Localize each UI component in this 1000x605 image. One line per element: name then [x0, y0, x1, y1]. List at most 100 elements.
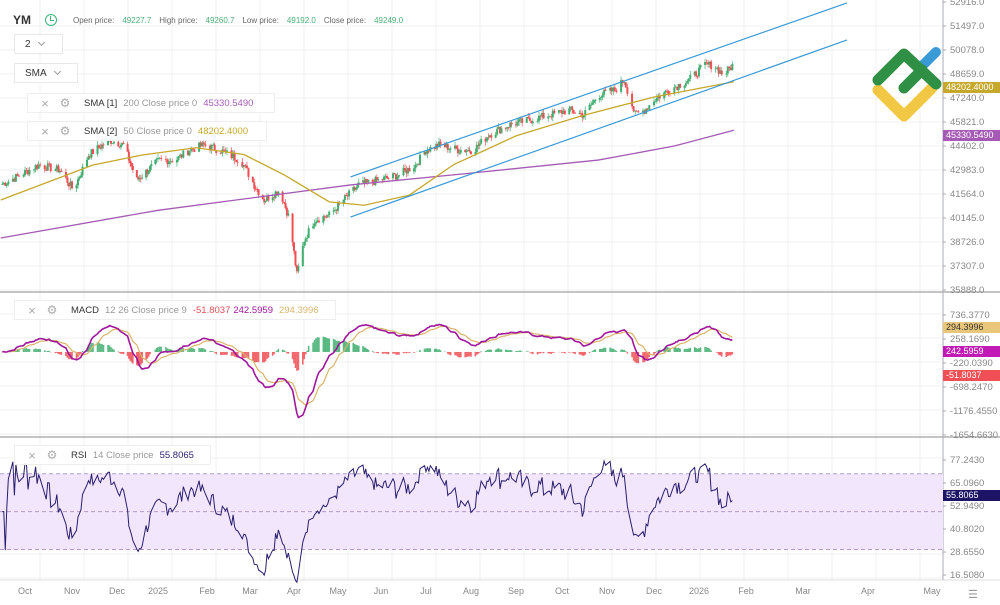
candle-body	[117, 141, 120, 147]
macd-histogram-bar	[603, 347, 605, 352]
candle	[355, 186, 358, 192]
candle-body	[686, 81, 689, 84]
candle-body	[58, 170, 61, 173]
candle	[708, 61, 711, 68]
clock-icon[interactable]	[45, 14, 57, 26]
candle-body	[81, 166, 84, 176]
candle	[590, 101, 593, 109]
macd-histogram-bar	[428, 348, 430, 352]
candle-body	[353, 187, 356, 190]
candle-body	[219, 152, 222, 154]
y-tick-label: 35888.0	[950, 285, 984, 296]
macd-histogram-bar	[75, 351, 78, 360]
macd-histogram-bar	[312, 342, 314, 352]
candle	[584, 106, 587, 120]
close-icon[interactable]: ×	[28, 447, 36, 463]
macd-histogram-bar	[22, 349, 25, 352]
candle	[304, 236, 307, 246]
candle	[594, 98, 597, 104]
candle	[477, 140, 480, 150]
candle	[361, 176, 364, 183]
candle	[122, 140, 125, 145]
candle-body	[295, 265, 298, 272]
macd-histogram-bar	[446, 351, 449, 354]
candle	[465, 148, 468, 156]
macd-histogram-bar	[519, 350, 522, 352]
macd-histogram-bar	[408, 351, 411, 354]
candle	[27, 167, 30, 176]
candle-body	[729, 67, 732, 71]
candle	[49, 163, 52, 173]
macd-histogram-bar	[710, 350, 712, 352]
candle-body	[559, 110, 562, 111]
macd-histogram-bar	[419, 349, 421, 352]
layout-select[interactable]: 2	[14, 34, 63, 54]
macd-histogram	[2, 336, 734, 371]
candle	[36, 163, 39, 171]
candle	[507, 126, 510, 131]
macd-histogram-bar	[190, 348, 192, 352]
candle	[366, 179, 369, 186]
macd-histogram-bar	[392, 351, 394, 354]
close-icon[interactable]: ×	[41, 95, 49, 111]
candle-body	[190, 148, 193, 152]
candle	[25, 167, 28, 175]
candle-body	[726, 66, 729, 74]
macd-histogram-bar	[612, 348, 615, 352]
candle	[5, 182, 8, 188]
candle-body	[488, 135, 491, 138]
macd-histogram-bar	[386, 351, 388, 354]
macd-histogram-bar	[43, 350, 46, 352]
candle	[188, 150, 191, 157]
candle-body	[610, 87, 613, 92]
macd-histogram-bar	[532, 351, 534, 355]
settings-sliders-icon[interactable]: ☰	[968, 589, 978, 601]
gear-icon[interactable]: ⚙	[46, 303, 58, 317]
gear-icon[interactable]: ⚙	[59, 124, 71, 138]
candle-body	[209, 145, 212, 151]
candle	[39, 162, 42, 168]
macd-histogram-bar	[454, 351, 456, 356]
candle-body	[563, 110, 566, 115]
candle-body	[519, 118, 522, 120]
candle-body	[119, 144, 122, 148]
candle	[263, 195, 266, 206]
candle	[187, 149, 190, 156]
macd-histogram-bar	[348, 342, 350, 352]
candle	[37, 160, 40, 170]
macd-histogram-bar	[581, 351, 584, 356]
candle	[313, 219, 316, 230]
macd-histogram-bar	[486, 350, 488, 352]
candle	[182, 149, 185, 159]
macd-histogram-bar	[439, 350, 442, 352]
indicator-select[interactable]: SMA	[14, 63, 78, 83]
candle-body	[601, 94, 604, 98]
candle	[620, 76, 623, 95]
macd-histogram-bar	[34, 348, 37, 352]
candle	[146, 168, 149, 178]
macd-histogram-bar	[27, 348, 29, 352]
macd-histogram-bar	[588, 351, 591, 353]
macd-histogram-bar	[507, 350, 510, 352]
low-label: Low price:	[242, 15, 279, 25]
candle-body	[542, 112, 545, 119]
candle	[615, 88, 618, 94]
close-icon[interactable]: ×	[41, 123, 49, 139]
candle-body	[179, 154, 182, 157]
candle	[235, 159, 238, 163]
candle	[494, 131, 497, 139]
gear-icon[interactable]: ⚙	[59, 96, 71, 110]
macd-histogram-bar	[169, 349, 172, 352]
candle-body	[387, 178, 390, 179]
candle	[689, 70, 692, 82]
gear-icon[interactable]: ⚙	[46, 448, 58, 462]
candle-body	[404, 168, 406, 170]
macd-histogram-bar	[458, 351, 461, 358]
candle	[487, 133, 490, 141]
candle	[101, 141, 103, 152]
candle	[582, 115, 585, 120]
candle	[131, 163, 134, 174]
close-icon[interactable]: ×	[28, 302, 36, 318]
candle	[334, 206, 337, 214]
